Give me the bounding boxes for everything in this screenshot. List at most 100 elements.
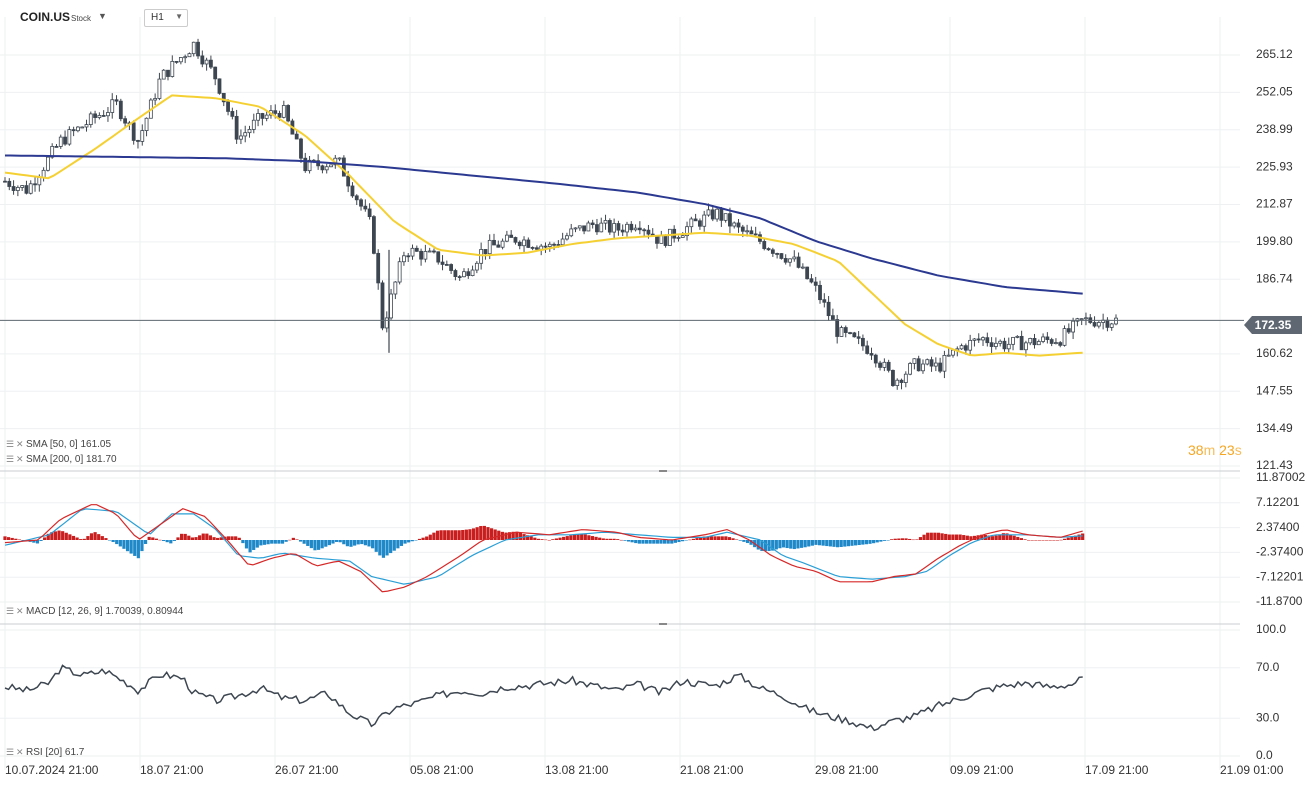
- candle-body: [908, 363, 913, 375]
- macd-hist-bar: [879, 540, 883, 542]
- symbol-dropdown-caret-icon[interactable]: ▼: [98, 11, 107, 21]
- macd-hist-bar: [68, 534, 72, 540]
- candle-body: [350, 185, 355, 197]
- macd-hist-bar: [1041, 540, 1045, 541]
- macd-hist-bar: [958, 534, 962, 540]
- close-icon[interactable]: ✕: [16, 454, 24, 464]
- close-icon[interactable]: ✕: [16, 439, 24, 449]
- legend-sma50[interactable]: ☰ ✕ SMA [50, 0] 161.05: [6, 439, 111, 450]
- macd-hist-bar: [255, 540, 259, 548]
- candle-body: [989, 342, 994, 347]
- candle-body: [136, 140, 140, 142]
- candle-body: [80, 126, 85, 129]
- candle-body: [372, 216, 376, 254]
- macd-hist-bar: [367, 540, 371, 547]
- candle-body: [380, 282, 385, 329]
- macd-hist-bar: [151, 537, 155, 540]
- candle-body: [775, 253, 780, 255]
- candle-body: [1032, 338, 1037, 346]
- macd-histogram: [3, 525, 1085, 559]
- macd-hist-bar: [576, 534, 580, 540]
- candle-body: [547, 243, 552, 247]
- symbol-name[interactable]: COIN.US: [20, 10, 71, 24]
- timeframe-select[interactable]: H1 ▼: [144, 9, 188, 27]
- macd-hist-bar: [666, 540, 670, 544]
- menu-icon[interactable]: ☰: [6, 747, 15, 757]
- macd-hist-bar: [82, 538, 86, 540]
- macd-hist-bar: [897, 538, 901, 540]
- price-tick-label: 238.99: [1256, 122, 1293, 136]
- legend-sma200[interactable]: ☰ ✕ SMA [200, 0] 181.70: [6, 454, 117, 465]
- macd-hist-bar: [717, 536, 721, 540]
- macd-hist-bar: [392, 540, 396, 551]
- legend-macd[interactable]: ☰ ✕ MACD [12, 26, 9] 1.70039, 0.80944: [6, 606, 183, 617]
- candle-body: [1011, 336, 1015, 345]
- candle-body: [226, 101, 230, 112]
- candle-body: [144, 117, 149, 132]
- macd-hist-bar: [817, 540, 822, 546]
- close-icon[interactable]: ✕: [16, 606, 24, 616]
- candle-body: [367, 208, 372, 218]
- candle-body: [1054, 342, 1058, 344]
- candle-body: [93, 113, 97, 118]
- macd-hist-bar: [738, 540, 742, 541]
- close-icon[interactable]: ✕: [16, 747, 24, 757]
- candle-body: [637, 227, 642, 231]
- macd-hist-bar: [353, 540, 357, 546]
- macd-hist-bar: [288, 539, 292, 541]
- menu-icon[interactable]: ☰: [6, 454, 15, 464]
- macd-hist-bar: [129, 540, 133, 554]
- macd-hist-bar: [702, 536, 706, 540]
- macd-hist-bar: [652, 540, 656, 544]
- macd-hist-bar: [306, 540, 310, 546]
- sma50-line: [4, 94, 1083, 357]
- macd-hist-bar: [172, 540, 176, 541]
- menu-icon[interactable]: ☰: [6, 439, 15, 449]
- candle-body: [1096, 322, 1101, 327]
- candle-body: [921, 363, 925, 372]
- macd-hist-bar: [857, 540, 861, 546]
- macd-hist-bar: [893, 538, 897, 540]
- candle-body: [101, 115, 106, 117]
- candle-body: [517, 241, 522, 247]
- candle-body: [1105, 319, 1110, 328]
- current-price-tag: 172.35: [1244, 316, 1302, 334]
- macd-hist-bar: [475, 527, 479, 540]
- candle-body: [76, 126, 80, 132]
- macd-hist-bar: [64, 532, 68, 540]
- macd-hist-bar: [886, 540, 890, 541]
- price-tick-label: 160.62: [1256, 346, 1293, 360]
- macd-hist-bar: [605, 538, 609, 540]
- macd-hist-bar: [990, 536, 995, 540]
- macd-hist-bar: [987, 535, 991, 540]
- candle-body: [462, 271, 466, 278]
- candle-body: [543, 245, 548, 248]
- macd-hist-bar: [890, 539, 894, 540]
- candle-body: [938, 362, 943, 372]
- macd-hist-bar: [464, 529, 468, 540]
- candle-body: [1058, 342, 1063, 346]
- candle-body: [45, 156, 50, 171]
- candle-body: [762, 241, 767, 249]
- macd-hist-bar: [7, 537, 11, 540]
- legend-rsi[interactable]: ☰ ✕ RSI [20] 61.7: [6, 747, 84, 758]
- macd-hist-bar: [789, 540, 793, 549]
- rsi-line-group: [4, 664, 1083, 732]
- macd-hist-bar: [378, 540, 382, 556]
- macd-hist-bar: [89, 533, 94, 540]
- candle-body: [474, 262, 479, 271]
- macd-tick-label: 11.87002: [1256, 470, 1305, 484]
- macd-hist-bar: [10, 537, 14, 540]
- macd-tick-label: -7.12201: [1256, 569, 1304, 583]
- macd-hist-bar: [684, 540, 688, 541]
- macd-hist-bar: [111, 540, 115, 543]
- macd-hist-bar: [745, 540, 750, 544]
- macd-hist-bar: [1023, 539, 1027, 540]
- macd-hist-bar: [623, 540, 627, 541]
- macd-hist-bar: [533, 537, 537, 540]
- macd-hist-bar: [828, 540, 832, 547]
- candle-body: [655, 235, 659, 244]
- macd-hist-bar: [807, 540, 811, 547]
- menu-icon[interactable]: ☰: [6, 606, 15, 616]
- candle-body: [71, 129, 76, 132]
